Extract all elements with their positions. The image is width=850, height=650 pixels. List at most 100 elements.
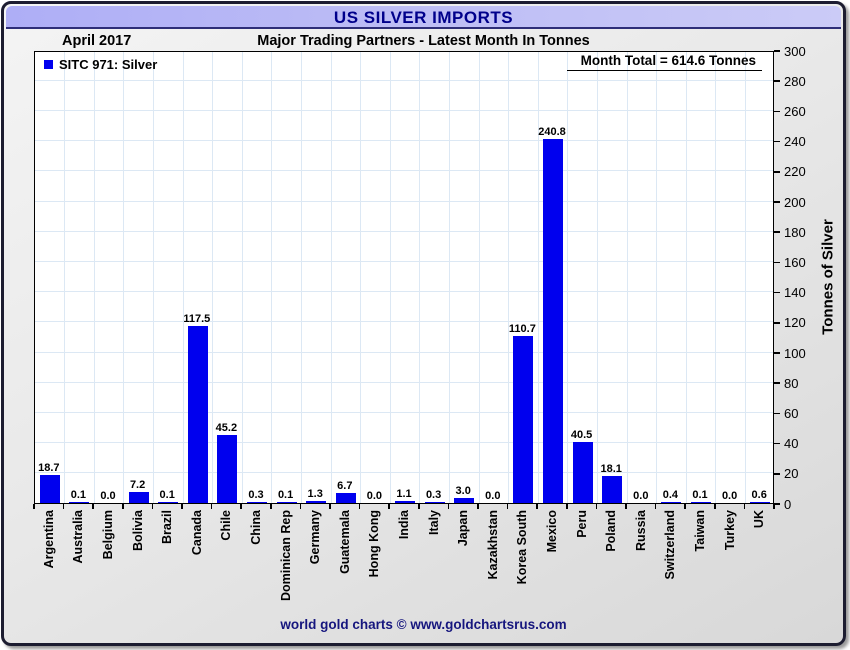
x-tick-label: Korea South [515, 510, 530, 585]
bar-value-label: 0.0 [485, 490, 501, 502]
v-gridline [123, 52, 125, 503]
bar-value-label: 40.5 [570, 428, 593, 441]
period-label: April 2017 [62, 33, 132, 49]
x-axis-tick [566, 504, 568, 509]
x-tick-label: India [397, 510, 411, 540]
y-tick-label: 60 [784, 405, 799, 421]
y-axis-title: Tonnes of Silver [819, 219, 837, 335]
x-axis-tick [240, 504, 242, 509]
h-gridline [35, 109, 773, 111]
h-gridline [35, 472, 773, 474]
bar [335, 492, 356, 503]
x-tick-label: Peru [574, 510, 589, 538]
y-tick-label: 200 [784, 194, 806, 210]
chart-subtitle: Major Trading Partners - Latest Month In… [257, 33, 590, 49]
bar-value-label: 7.2 [129, 479, 146, 492]
bar-value-label: 0.6 [751, 489, 767, 501]
v-gridline [656, 52, 658, 503]
x-tick-label: Dominican Rep [278, 510, 293, 601]
v-gridline [330, 52, 332, 503]
bar-value-label: 3.0 [455, 485, 471, 498]
bar-value-label: 0.1 [692, 489, 708, 501]
bar-value-label: 240.8 [538, 126, 566, 139]
bar [454, 498, 475, 503]
x-tick-label: Italy [426, 510, 441, 536]
x-axis-tick [773, 504, 775, 509]
y-axis-tick [774, 231, 780, 233]
x-axis-tick [151, 504, 154, 509]
bar [395, 501, 415, 503]
h-gridline [35, 260, 773, 262]
y-axis-tick [774, 80, 780, 82]
y-tick-label: 140 [784, 285, 806, 301]
y-tick-label: 240 [784, 134, 806, 150]
bar [602, 475, 623, 503]
v-gridline [478, 52, 480, 503]
x-tick-label: Chile [219, 510, 234, 541]
y-axis-tick [774, 140, 780, 143]
bar [69, 502, 90, 503]
sub-header: Major Trading Partners - Latest Month In… [4, 33, 843, 50]
y-axis-tick [774, 171, 780, 173]
bar-value-label: 0.3 [248, 489, 264, 501]
y-axis-tick [774, 322, 780, 324]
x-tick-label: Poland [604, 510, 619, 552]
y-tick-label: 100 [784, 345, 806, 361]
footer-credit: world gold charts © www.goldchartsrus.co… [280, 617, 567, 632]
x-tick-label: Japan [456, 510, 471, 547]
bar-value-label: 0.3 [425, 489, 442, 501]
h-gridline [35, 442, 773, 444]
x-axis-tick [388, 504, 390, 509]
x-tick-label: Taiwan [693, 510, 707, 552]
x-tick-label: Turkey [722, 510, 737, 551]
x-axis-tick [270, 504, 272, 509]
bar-value-label: 1.1 [396, 488, 412, 501]
bar [424, 502, 445, 503]
v-gridline [537, 52, 539, 503]
x-axis-tick [447, 504, 450, 509]
bar [217, 434, 238, 503]
x-axis-tick [33, 504, 35, 509]
bar [572, 441, 593, 503]
v-gridline [419, 52, 421, 503]
x-axis-tick [714, 504, 716, 509]
v-gridline [744, 52, 746, 503]
v-gridline [93, 52, 95, 503]
bar-value-label: 0.1 [70, 489, 87, 501]
x-axis-tick [62, 504, 65, 509]
x-axis-tick [595, 504, 598, 509]
bar-value-label: 0.1 [277, 489, 294, 501]
x-axis-tick [625, 504, 627, 509]
bar [691, 502, 711, 503]
h-gridline [35, 230, 773, 232]
bar [513, 335, 534, 503]
bar-value-label: 0.0 [100, 490, 116, 502]
y-axis-tick [774, 503, 780, 505]
y-axis-tick [774, 261, 780, 264]
v-gridline [182, 52, 184, 503]
v-gridline [596, 52, 598, 503]
x-tick-label: Australia [71, 510, 86, 564]
bar-value-label: 0.0 [633, 490, 649, 502]
y-tick-label: 20 [784, 466, 799, 482]
bar-value-label: 117.5 [183, 312, 211, 325]
x-tick-label: Argentina [41, 510, 56, 569]
y-axis-tick [774, 473, 780, 475]
bar [187, 325, 208, 503]
v-gridline [152, 52, 154, 503]
footer: world gold charts © www.goldchartsrus.co… [4, 616, 843, 634]
x-axis-tick [418, 504, 420, 509]
bar [661, 502, 682, 503]
h-gridline [35, 79, 773, 81]
y-tick-label: 0 [784, 496, 792, 512]
bar [750, 502, 771, 503]
v-gridline [300, 52, 302, 503]
v-gridline [685, 52, 687, 503]
y-tick-label: 220 [784, 164, 806, 180]
bar-value-label: 110.7 [508, 322, 536, 335]
bar [39, 474, 60, 503]
bar-value-label: 18.7 [38, 461, 60, 474]
x-tick-label: Hong Kong [367, 510, 382, 578]
